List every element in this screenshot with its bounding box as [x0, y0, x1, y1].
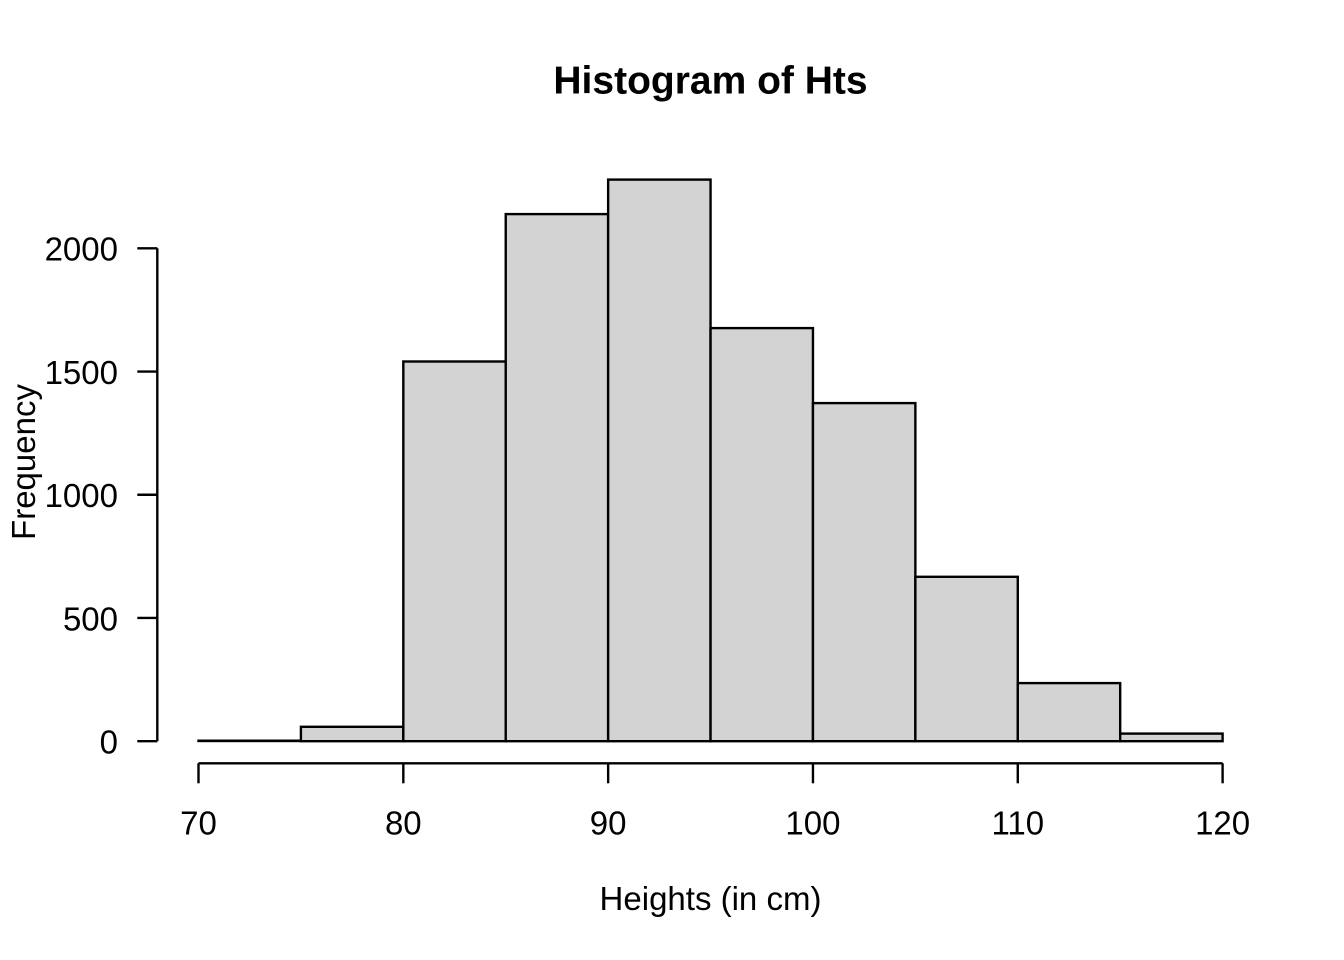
- svg-text:1000: 1000: [45, 477, 118, 514]
- svg-text:110: 110: [991, 804, 1044, 841]
- svg-text:Heights (in cm): Heights (in cm): [600, 880, 822, 917]
- svg-text:90: 90: [590, 804, 627, 841]
- svg-text:80: 80: [385, 804, 422, 841]
- svg-text:500: 500: [63, 600, 118, 637]
- svg-text:0: 0: [100, 724, 118, 761]
- svg-text:Histogram of Hts: Histogram of Hts: [553, 60, 867, 103]
- svg-text:2000: 2000: [45, 231, 118, 268]
- svg-text:120: 120: [1195, 804, 1250, 841]
- svg-text:Frequency: Frequency: [5, 384, 42, 540]
- svg-text:1500: 1500: [45, 354, 118, 391]
- svg-text:70: 70: [180, 804, 217, 841]
- svg-text:100: 100: [785, 804, 840, 841]
